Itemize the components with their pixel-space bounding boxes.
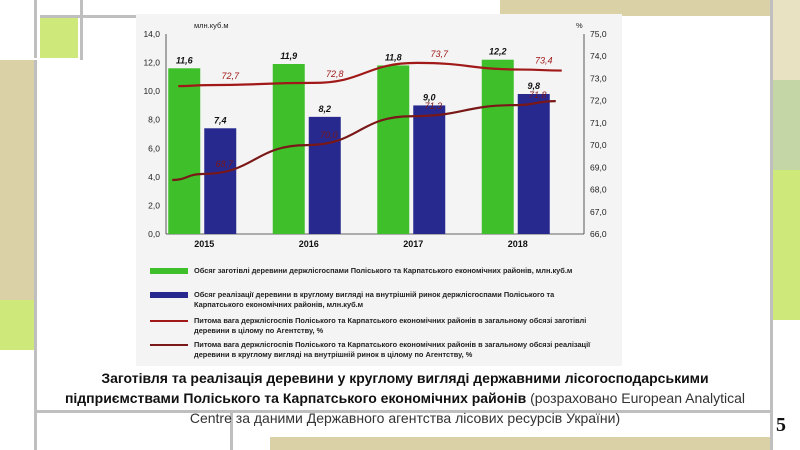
line-value-label-harvest_share: 73,4: [535, 56, 553, 66]
x-tick-label: 2015: [194, 239, 214, 249]
y-tick-label-right: 69,0: [590, 162, 607, 172]
y-tick-label-right: 75,0: [590, 29, 607, 39]
y-axis-unit-left: млн.куб.м: [194, 21, 229, 30]
line-value-label-harvest_share: 72,7: [221, 71, 240, 81]
legend-swatch-sales-share: [150, 344, 188, 346]
x-tick-label: 2017: [403, 239, 423, 249]
x-tick-label: 2016: [299, 239, 319, 249]
line-value-label-sales_share: 68,7: [215, 159, 234, 169]
y-tick-label-right: 72,0: [590, 96, 607, 106]
deco-block-tan-bottom: [270, 437, 770, 450]
deco-block-tan-topright: [500, 0, 770, 16]
legend-label-sales: Обсяг реалізації деревини в круглому виг…: [194, 290, 555, 309]
y-tick-label-right: 73,0: [590, 73, 607, 83]
x-tick-label: 2018: [508, 239, 528, 249]
deco-line-gray-top2: [80, 0, 83, 60]
legend-swatch-sales: [150, 292, 188, 298]
legend-swatch-harvest: [150, 268, 188, 274]
y-tick-label-right: 71,0: [590, 118, 607, 128]
y-tick-label-left: 12,0: [143, 58, 160, 68]
bar-value-label-harvest: 11,6: [176, 55, 194, 65]
y-tick-label-left: 0,0: [148, 229, 160, 239]
line-value-label-sales_share: 70,0: [320, 130, 338, 140]
y-tick-label-left: 14,0: [143, 29, 160, 39]
slide-caption: Заготівля та реалізація деревини у кругл…: [60, 368, 750, 428]
line-harvest_share: [178, 61, 562, 88]
bar-sales: [517, 94, 550, 234]
legend-label-sales-share: Питома вага держлісгоспів Поліського та …: [194, 340, 591, 359]
deco-block-tan-corner: [773, 0, 800, 80]
deco-line-gray-right: [770, 0, 773, 450]
bar-value-label-harvest: 12,2: [489, 47, 507, 57]
bar-value-label-sales: 9,8: [527, 81, 540, 91]
caption-note: (розраховано European Analytical Centre …: [189, 390, 746, 426]
line-sales_share: [172, 100, 556, 182]
line-value-label-harvest_share: 73,7: [430, 49, 449, 59]
deco-block-gray-topleft: [0, 0, 37, 58]
caption-main: Заготівля та реалізація деревини у кругл…: [64, 370, 709, 406]
bar-sales: [204, 128, 237, 234]
y-tick-label-right: 70,0: [590, 140, 607, 150]
deco-block-lime-bottomleft: [0, 300, 34, 350]
bar-value-label-harvest: 11,8: [385, 52, 402, 62]
deco-line-gray-bottom: [37, 410, 770, 413]
line-value-label-sales_share: 71,3: [424, 101, 442, 111]
legend-label-harvest: Обсяг заготівлі деревини держлісгоспами …: [194, 266, 573, 275]
bar-sales: [413, 105, 446, 234]
legend-swatch-harvest-share: [150, 320, 188, 322]
line-value-label-sales_share: 71,8: [529, 90, 547, 100]
deco-block-sage-right: [773, 80, 800, 170]
bar-harvest: [481, 59, 514, 234]
y-axis-unit-right: %: [576, 21, 583, 30]
y-tick-label-right: 67,0: [590, 207, 607, 217]
bar-harvest: [168, 68, 201, 235]
y-tick-label-left: 10,0: [143, 86, 160, 96]
y-tick-label-left: 4,0: [148, 172, 160, 182]
y-tick-label-right: 68,0: [590, 185, 607, 195]
bar-value-label-sales: 7,4: [214, 115, 227, 125]
bar-value-label-sales: 8,2: [318, 104, 331, 114]
bar-value-label-sales: 9,0: [423, 92, 436, 102]
chart-figure: 0,0 2,0 4,0 6,0 8,0 10,0 12,0 14,0 66,0 67,0 68,0 6…: [136, 14, 622, 366]
y-tick-label-left: 8,0: [148, 115, 160, 125]
page-number: 5: [776, 414, 786, 436]
legend-label-harvest-share: Питома вага держлісгоспів Поліського та …: [194, 316, 587, 335]
bar-sales: [308, 116, 341, 234]
deco-line-gray-bottom2: [230, 413, 233, 450]
bar-harvest: [377, 65, 410, 234]
y-tick-label-left: 2,0: [148, 200, 160, 210]
deco-block-lime-right: [773, 170, 800, 320]
bar-value-label-harvest: 11,9: [280, 51, 297, 61]
y-tick-label-right: 74,0: [590, 51, 607, 61]
chart-svg: 0,0 2,0 4,0 6,0 8,0 10,0 12,0 14,0 66,0 67,0 68,0 6…: [143, 21, 607, 249]
y-tick-label-left: 6,0: [148, 143, 160, 153]
deco-line-gray-left: [34, 60, 37, 450]
deco-block-tan-left: [0, 60, 34, 300]
line-value-label-harvest_share: 72,8: [326, 69, 344, 79]
deco-block-lime-top: [40, 18, 78, 58]
y-tick-label-right: 66,0: [590, 229, 607, 239]
